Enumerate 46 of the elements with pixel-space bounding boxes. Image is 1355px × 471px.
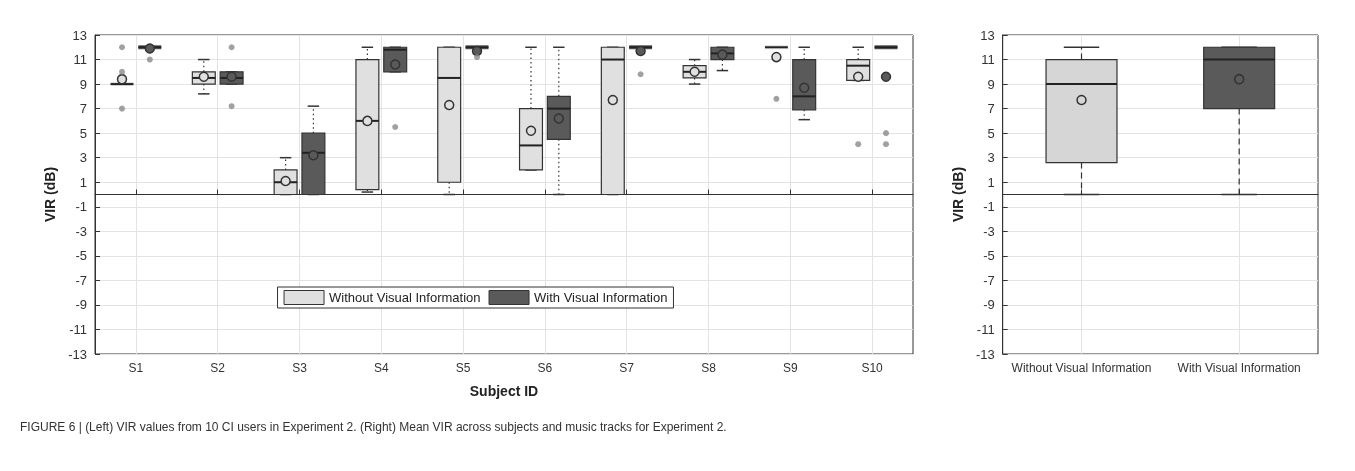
x-tick-label: S8: [701, 361, 717, 375]
x-tick-label: S9: [782, 361, 798, 375]
y-tick-label: -9: [75, 297, 87, 313]
y-tick-label: -11: [69, 321, 87, 337]
x-tick-label: S3: [292, 361, 308, 375]
y-tick-label: 3: [79, 150, 87, 166]
y-tick-label: 5: [987, 125, 995, 141]
y-tick-label: 1: [987, 174, 995, 190]
y-tick-label: 9: [987, 76, 995, 92]
y-tick-label: -7: [75, 272, 87, 288]
y-tick-label: -3: [75, 223, 87, 239]
x-tick-label: S4: [373, 361, 389, 375]
y-tick-label: -1: [75, 199, 87, 215]
x-tick-label: Without Visual Information: [1011, 361, 1152, 375]
y-tick-label: 7: [79, 101, 87, 117]
x-tick-label: With Visual Information: [1177, 361, 1301, 375]
y-tick-label: 13: [980, 27, 995, 43]
y-tick-label: 9: [79, 76, 87, 92]
legend-label: With Visual Information: [534, 290, 668, 305]
y-tick-label: -11: [976, 321, 995, 337]
y-tick-label: -7: [983, 272, 995, 288]
y-tick-label: -13: [68, 346, 87, 362]
x-tick-label: S10: [861, 361, 884, 375]
y-tick-label: -9: [983, 297, 995, 313]
y-tick-label: 13: [72, 27, 87, 43]
legend-label: Without Visual Information: [329, 290, 481, 305]
x-tick-label: S7: [619, 361, 635, 375]
y-tick-label: 7: [987, 101, 995, 117]
y-axis-title: VIR (dB): [950, 166, 966, 223]
y-axis-title: VIR (dB): [42, 166, 59, 223]
y-tick-label: -13: [975, 346, 995, 362]
x-tick-label: S1: [128, 361, 144, 375]
y-tick-label: 3: [987, 150, 995, 166]
y-tick-label: 11: [981, 52, 995, 68]
y-tick-label: 1: [79, 174, 87, 190]
x-tick-label: S5: [455, 361, 471, 375]
y-tick-label: 5: [79, 125, 87, 141]
x-tick-label: S6: [537, 361, 553, 375]
y-tick-label: -3: [983, 223, 995, 239]
caption: FIGURE 6 | (Left) VIR values from 10 CI users in Experiment 2. (Right) Mean VIR across subjects and music tracks for Experiment 2.: [20, 420, 728, 434]
x-axis-title: Subject ID: [469, 383, 539, 399]
y-tick-label: -1: [983, 199, 995, 215]
x-tick-label: S2: [210, 361, 226, 375]
y-tick-label: 11: [73, 52, 87, 68]
y-tick-label: -5: [75, 248, 87, 264]
y-tick-label: -5: [983, 248, 995, 264]
